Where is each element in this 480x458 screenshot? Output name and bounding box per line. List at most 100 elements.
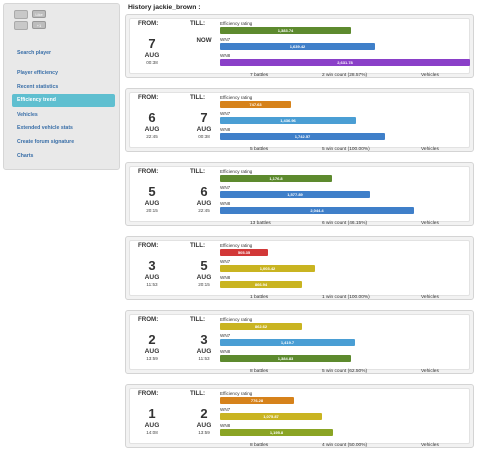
- till-time: 13:59: [198, 430, 210, 435]
- from-label: FROM:: [138, 316, 159, 323]
- win-count: 5 win count (62.50%): [322, 369, 368, 374]
- battles-count: 8 battles: [250, 443, 269, 448]
- sidebar-item-player-efficiency[interactable]: Player efficiency: [17, 70, 58, 76]
- till-day: 3: [200, 332, 208, 347]
- till-month: AUG: [196, 348, 212, 355]
- wn7-bar: 1,075.87: [220, 413, 322, 420]
- wn7-label: WN7: [220, 111, 231, 116]
- efficiency-bar: 776.28: [220, 397, 294, 404]
- wn8-label: WN8: [220, 423, 231, 428]
- till-now: NOW: [196, 37, 212, 44]
- facebook-like-icon[interactable]: [14, 10, 28, 19]
- history-entry: FROM: TILL: 3 AUG 11:53 5 AUG 20:15 Effi…: [125, 236, 474, 300]
- efficiency-bar: 862.62: [220, 323, 302, 330]
- vehicles-link[interactable]: Vehicles: [421, 221, 439, 226]
- sidebar-item-recent-statistics[interactable]: Recent statistics: [17, 84, 59, 90]
- vehicles-link[interactable]: Vehicles: [421, 295, 439, 300]
- efficiency-bar: 1,176.8: [220, 175, 332, 182]
- till-month: AUG: [196, 274, 212, 281]
- sidebar-item-extended-vehicle-stats[interactable]: Extended vehicle stats: [17, 125, 73, 131]
- plus-one-button[interactable]: +1: [32, 21, 46, 29]
- efficiency-label: Efficiency rating: [220, 243, 253, 248]
- history-entry: FROM: TILL: 7 AUG 00:38 NOW Efficiency r…: [125, 14, 474, 78]
- sidebar-item-charts[interactable]: Charts: [17, 153, 34, 159]
- from-label: FROM:: [138, 390, 159, 397]
- efficiency-label: Efficiency rating: [220, 169, 253, 174]
- from-time: 11:53: [146, 282, 158, 287]
- from-month: AUG: [144, 274, 160, 281]
- wn7-bar: 1,577.89: [220, 191, 370, 198]
- wn7-label: WN7: [220, 37, 231, 42]
- wn8-label: WN8: [220, 275, 231, 280]
- from-month: AUG: [144, 126, 160, 133]
- wn8-bar: 1,384.83: [220, 355, 351, 362]
- till-day: 2: [200, 406, 208, 421]
- sidebar-item-create-forum-signature[interactable]: Create forum signature: [17, 139, 75, 145]
- page-title: History jackie_brown :: [128, 4, 201, 11]
- vehicles-link[interactable]: Vehicles: [421, 73, 439, 78]
- from-label: FROM:: [138, 168, 159, 175]
- till-month: AUG: [196, 126, 212, 133]
- efficiency-bar: 505.35: [220, 249, 268, 256]
- from-month: AUG: [144, 52, 160, 59]
- sidebar-item-efficiency-trend[interactable]: Efficiency trend: [12, 94, 115, 107]
- wn8-label: WN8: [220, 53, 231, 58]
- wn8-bar: 1,742.57: [220, 133, 385, 140]
- wn7-bar: 1,419.7: [220, 339, 355, 346]
- from-time: 00:38: [146, 60, 158, 65]
- from-time: 14:08: [146, 430, 158, 435]
- till-day: 5: [200, 258, 208, 273]
- wn7-label: WN7: [220, 407, 231, 412]
- wn8-label: WN8: [220, 201, 231, 206]
- win-count: 2 win count (28.57%): [322, 73, 368, 78]
- efficiency-bar: 747.63: [220, 101, 291, 108]
- till-label: TILL:: [190, 242, 206, 249]
- google-plus-icon[interactable]: [14, 21, 28, 30]
- sidebar-item-search-player[interactable]: Search player: [17, 50, 52, 56]
- wn7-label: WN7: [220, 185, 231, 190]
- wn7-label: WN7: [220, 259, 231, 264]
- till-time: 00:38: [198, 134, 210, 139]
- efficiency-label: Efficiency rating: [220, 317, 253, 322]
- from-day: 5: [148, 184, 156, 199]
- entry-panel: FROM: TILL: 6 AUG 22:45 7 AUG 00:38 Effi…: [129, 92, 470, 152]
- vehicles-link[interactable]: Vehicles: [421, 443, 439, 448]
- entry-panel: FROM: TILL: 3 AUG 11:53 5 AUG 20:15 Effi…: [129, 240, 470, 300]
- wn7-label: WN7: [220, 333, 231, 338]
- from-time: 20:15: [146, 208, 158, 213]
- entry-panel: FROM: TILL: 2 AUG 13:59 3 AUG 11:53 Effi…: [129, 314, 470, 374]
- from-label: FROM:: [138, 242, 159, 249]
- battles-count: 13 battles: [250, 221, 271, 226]
- battles-count: 8 battles: [250, 369, 269, 374]
- battles-count: 1 battles: [250, 295, 269, 300]
- efficiency-label: Efficiency rating: [220, 95, 253, 100]
- wn7-bar: 1,639.42: [220, 43, 375, 50]
- sidebar-item-vehicles[interactable]: Vehicles: [17, 112, 38, 118]
- like-button[interactable]: Like: [32, 10, 46, 18]
- from-label: FROM:: [138, 20, 159, 27]
- history-entry: FROM: TILL: 5 AUG 20:15 6 AUG 22:45 Effi…: [125, 162, 474, 226]
- till-day: 7: [200, 110, 208, 125]
- till-label: TILL:: [190, 390, 206, 397]
- till-month: AUG: [196, 200, 212, 207]
- from-month: AUG: [144, 200, 160, 207]
- vehicles-link[interactable]: Vehicles: [421, 369, 439, 374]
- from-day: 1: [148, 406, 156, 421]
- till-time: 20:15: [198, 282, 210, 287]
- wn7-bar: 1,003.42: [220, 265, 315, 272]
- wn8-label: WN8: [220, 349, 231, 354]
- from-time: 13:59: [146, 356, 158, 361]
- wn8-bar: 2,044.4: [220, 207, 414, 214]
- efficiency-label: Efficiency rating: [220, 391, 253, 396]
- from-time: 22:45: [146, 134, 158, 139]
- till-month: AUG: [196, 422, 212, 429]
- wn8-bar: 866.94: [220, 281, 302, 288]
- win-count: 6 win count (46.15%): [322, 221, 368, 226]
- till-day: 6: [200, 184, 208, 199]
- efficiency-bar: 1,383.74: [220, 27, 351, 34]
- wn8-label: WN8: [220, 127, 231, 132]
- till-label: TILL:: [190, 94, 206, 101]
- vehicles-link[interactable]: Vehicles: [421, 147, 439, 152]
- sidebar: Like +1 Search player Player efficiency Re…: [3, 3, 120, 170]
- entry-panel: FROM: TILL: 7 AUG 00:38 NOW Efficiency r…: [129, 18, 470, 78]
